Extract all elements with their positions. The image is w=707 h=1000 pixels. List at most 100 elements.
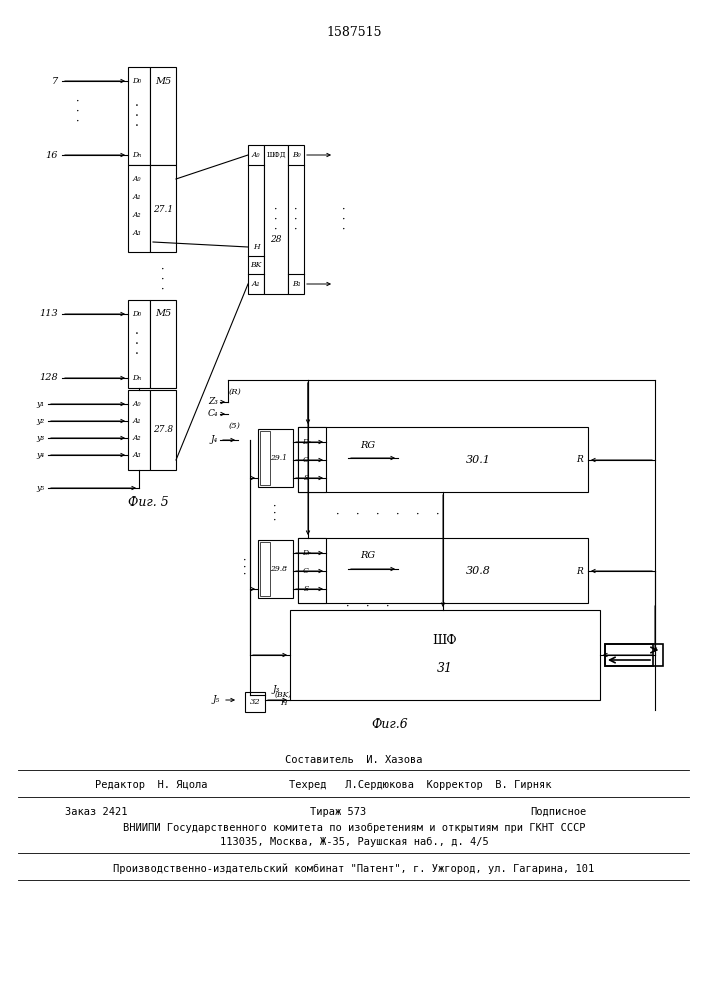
Text: ·: · [161, 275, 165, 285]
Bar [298, 427, 588, 492]
Text: 32: 32 [250, 698, 260, 706]
Text: H: H [280, 699, 286, 707]
Text: A₀: A₀ [133, 175, 141, 183]
Text: 16: 16 [45, 150, 58, 159]
Text: 28: 28 [270, 235, 282, 244]
Text: J₃: J₃ [273, 686, 280, 694]
Text: y₄: y₄ [36, 451, 44, 459]
Text: ·: · [294, 205, 298, 215]
Text: ·: · [274, 225, 278, 235]
Bar [298, 427, 326, 492]
Text: Редактор  Н. Яцола: Редактор Н. Яцола [95, 780, 207, 790]
Text: 29.1: 29.1 [271, 454, 288, 462]
Text: ·: · [243, 556, 247, 566]
Text: 29.8: 29.8 [271, 565, 288, 573]
Text: ·: · [76, 117, 80, 127]
Text: A₂: A₂ [133, 434, 141, 442]
Text: ·: · [436, 510, 440, 520]
Text: A₂: A₂ [133, 211, 141, 219]
Text: A₀: A₀ [252, 151, 260, 159]
Bar [298, 538, 326, 603]
Text: Dᵣ: Dᵣ [302, 549, 310, 557]
Text: Подписное: Подписное [530, 807, 586, 817]
Text: BK: BK [250, 261, 262, 269]
Text: ·: · [274, 215, 278, 225]
Text: 113: 113 [40, 310, 58, 318]
Text: J₄: J₄ [211, 436, 218, 444]
Text: Тираж 573: Тираж 573 [310, 807, 366, 817]
Text: ВНИИПИ Государственного комитета по изобретениям и открытиям при ГКНТ СССР: ВНИИПИ Государственного комитета по изоб… [123, 823, 585, 833]
Text: ·: · [135, 338, 139, 351]
Bar [258, 540, 293, 598]
Text: 1587515: 1587515 [326, 25, 382, 38]
Text: ·: · [135, 119, 139, 132]
Text: S: S [303, 474, 309, 482]
Text: RG: RG [361, 552, 375, 560]
Text: ·: · [135, 109, 139, 122]
Text: A₃: A₃ [133, 451, 141, 459]
Text: A₁: A₁ [133, 417, 141, 425]
Text: R: R [577, 456, 583, 464]
Text: 30.8: 30.8 [466, 566, 491, 576]
Bar [128, 67, 150, 165]
Text: y₃: y₃ [36, 434, 44, 442]
Text: ·: · [273, 509, 276, 519]
Text: ·: · [243, 563, 247, 573]
Text: J₅: J₅ [213, 696, 220, 704]
Bar [128, 165, 150, 252]
Text: (BK): (BK) [274, 691, 292, 699]
Text: ·: · [416, 510, 420, 520]
Bar [288, 145, 304, 294]
Bar [298, 538, 588, 603]
Text: ШФ: ШФ [433, 635, 457, 648]
Text: A₃: A₃ [133, 229, 141, 237]
Text: Фиг.6: Фиг.6 [372, 718, 409, 732]
Text: ·: · [337, 510, 340, 520]
Bar [150, 300, 176, 388]
Text: y₁: y₁ [36, 400, 44, 408]
Text: Техред   Л.Сердюкова  Корректор  В. Гирняк: Техред Л.Сердюкова Корректор В. Гирняк [288, 780, 551, 790]
Text: ·: · [161, 285, 165, 295]
Text: Dₙ: Dₙ [132, 151, 141, 159]
Text: Фиг. 5: Фиг. 5 [128, 495, 168, 508]
Bar [245, 692, 265, 712]
Text: ·: · [342, 215, 346, 225]
Bar [264, 145, 288, 294]
Text: ·: · [386, 602, 390, 612]
Text: ·: · [76, 97, 80, 107]
Text: М5: М5 [155, 77, 171, 86]
Bar [260, 431, 270, 485]
Bar [260, 542, 270, 596]
Text: ·: · [161, 265, 165, 275]
Text: ·: · [356, 510, 360, 520]
Text: (R): (R) [228, 388, 241, 396]
Text: ·: · [376, 510, 380, 520]
Bar [150, 390, 176, 470]
Text: R: R [577, 566, 583, 576]
Bar [128, 300, 150, 388]
Text: (5): (5) [229, 422, 241, 430]
Text: RG: RG [361, 440, 375, 450]
Text: B₁: B₁ [292, 280, 300, 288]
Text: ·: · [76, 107, 80, 117]
Text: Заказ 2421: Заказ 2421 [65, 807, 127, 817]
Text: ШФД: ШФД [267, 151, 286, 159]
Text: Z₃: Z₃ [208, 397, 218, 406]
Text: A₀: A₀ [133, 400, 141, 408]
Text: 113035, Москва, Ж-35, Раушская наб., д. 4/5: 113035, Москва, Ж-35, Раушская наб., д. … [220, 837, 489, 847]
Text: y₂: y₂ [36, 417, 44, 425]
Text: ·: · [346, 602, 350, 612]
Text: ·: · [274, 205, 278, 215]
Text: ·: · [366, 602, 370, 612]
Text: 128: 128 [40, 373, 58, 382]
Text: H: H [252, 243, 259, 251]
Text: ·: · [294, 225, 298, 235]
Text: 31: 31 [437, 662, 453, 676]
Bar [258, 429, 293, 487]
Text: Dᵣ: Dᵣ [302, 438, 310, 446]
Text: C: C [303, 456, 309, 464]
Text: D₀: D₀ [132, 310, 141, 318]
Text: Производственно-издательский комбинат "Патент", г. Ужгород, ул. Гагарина, 101: Производственно-издательский комбинат "П… [113, 864, 595, 874]
Text: Составитель  И. Хазова: Составитель И. Хазова [285, 755, 423, 765]
Text: 27.1: 27.1 [153, 205, 173, 214]
